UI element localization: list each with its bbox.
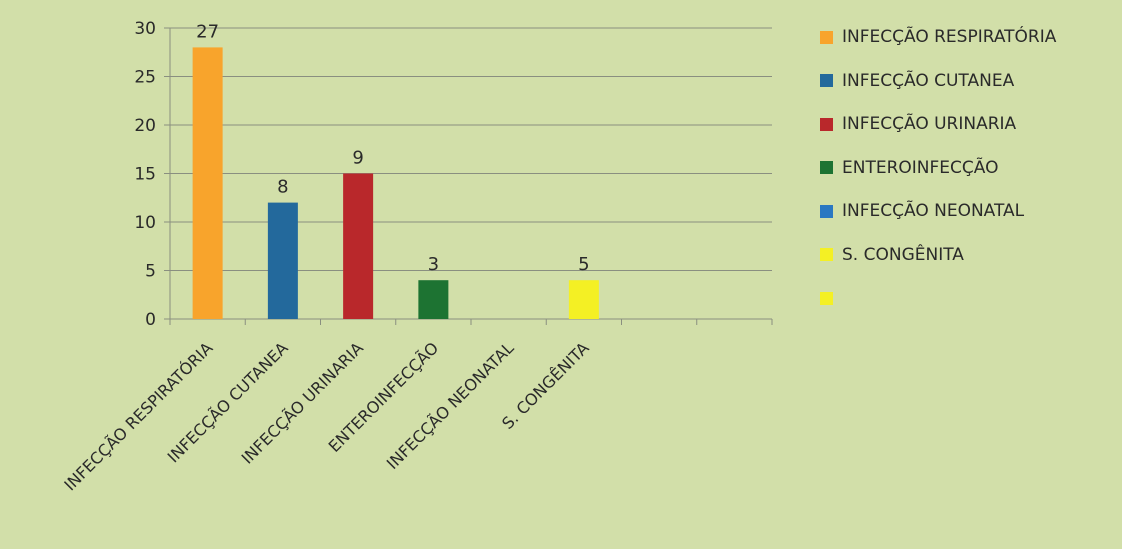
x-category-label: INFECÇÃO RESPIRATÓRIA: [60, 338, 216, 494]
legend-label: INFECÇÃO URINARIA: [842, 114, 1017, 134]
legend-swatch: [820, 161, 833, 174]
data-label: 3: [428, 254, 439, 275]
legend-item: INFECÇÃO CUTANEA: [820, 70, 1056, 92]
bar: [343, 173, 374, 319]
data-label: 27: [196, 21, 219, 42]
y-tick-label: 30: [134, 19, 156, 39]
legend-swatch: [820, 30, 833, 44]
chart-legend: INFECÇÃO RESPIRATÓRIA INFECÇÃO CUTANEA INF…: [820, 26, 1056, 331]
y-tick-label: 0: [145, 310, 156, 330]
legend-label: INFECÇÃO NEONATAL: [842, 201, 1025, 221]
bar: [568, 280, 599, 319]
legend-swatch: [820, 291, 833, 305]
data-label: 5: [578, 254, 589, 275]
x-category-label: INFECÇÃO URINARIA: [238, 338, 367, 467]
legend-item: INFECÇÃO NEONATAL: [820, 200, 1056, 222]
bar: [192, 47, 223, 320]
legend-item: INFECÇÃO URINARIA: [820, 113, 1056, 135]
data-label: 8: [277, 177, 288, 198]
legend-swatch: [820, 248, 833, 261]
legend-item: INFECÇÃO RESPIRATÓRIA: [820, 26, 1056, 48]
y-tick-label: 10: [134, 213, 156, 233]
data-label: 9: [352, 148, 363, 169]
y-tick-label: 15: [134, 165, 156, 185]
legend-swatch: [820, 74, 833, 87]
y-tick-label: 25: [134, 68, 156, 88]
bar: [267, 202, 298, 319]
legend-swatch: [820, 117, 833, 131]
legend-label: S. CONGÊNITA: [842, 244, 964, 265]
legend-item: ENTEROINFECÇÃO: [820, 157, 1056, 179]
x-category-label: INFECÇÃO NEONATAL: [383, 338, 518, 473]
legend-item: [820, 287, 1056, 309]
legend-label: INFECÇÃO CUTANEA: [842, 70, 1015, 91]
bar: [418, 280, 449, 319]
legend-item: S. CONGÊNITA: [820, 244, 1056, 266]
y-tick-label: 20: [134, 116, 156, 136]
legend-label: INFECÇÃO RESPIRATÓRIA: [842, 27, 1057, 47]
legend-label: ENTEROINFECÇÃO: [842, 157, 999, 178]
y-tick-label: 5: [145, 262, 156, 282]
legend-swatch: [820, 204, 833, 218]
